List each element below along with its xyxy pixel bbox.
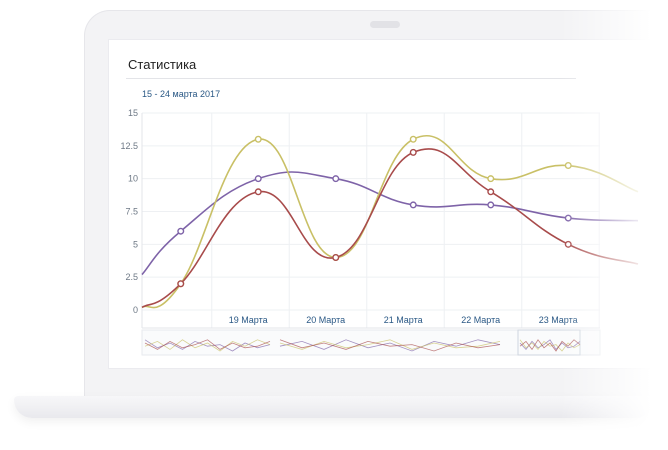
series-line — [141, 148, 639, 309]
date-range-link[interactable]: 15 - 24 марта 2017 — [142, 89, 221, 99]
preview-line — [279, 339, 501, 352]
data-point[interactable] — [487, 201, 495, 209]
data-point[interactable] — [332, 175, 340, 183]
range-preview[interactable] — [141, 329, 601, 356]
preview-line — [144, 339, 271, 352]
y-tick-label: 7.5 — [125, 207, 138, 217]
panel-divider — [126, 78, 576, 79]
preview-line — [144, 339, 271, 350]
data-point[interactable] — [254, 135, 262, 143]
data-point[interactable] — [177, 280, 185, 288]
data-point[interactable] — [564, 162, 572, 170]
data-point[interactable] — [564, 240, 572, 248]
series-line — [141, 134, 639, 309]
x-tick-label: 19 Марта — [229, 315, 268, 325]
data-point[interactable] — [254, 188, 262, 196]
x-tick-label: 21 Марта — [384, 315, 423, 325]
data-point[interactable] — [409, 135, 417, 143]
preview-line — [279, 339, 501, 352]
laptop-base — [14, 396, 654, 418]
x-tick-label: 23 Марта — [539, 315, 578, 325]
data-point[interactable] — [409, 201, 417, 209]
y-tick-label: 0 — [133, 305, 138, 315]
y-tick-label: 15 — [128, 108, 138, 118]
x-tick-label: 22 Марта — [461, 315, 500, 325]
data-point[interactable] — [487, 175, 495, 183]
y-tick-label: 10 — [128, 174, 138, 184]
preview-line — [144, 339, 271, 352]
series-line — [141, 171, 639, 276]
panel-title: Статистика — [128, 57, 197, 72]
data-point[interactable] — [487, 188, 495, 196]
x-tick-label: 20 Марта — [306, 315, 345, 325]
data-point[interactable] — [177, 227, 185, 235]
data-point[interactable] — [409, 148, 417, 156]
camera-icon — [370, 21, 400, 28]
data-point[interactable] — [564, 214, 572, 222]
data-point[interactable] — [332, 253, 340, 261]
y-tick-label: 2.5 — [125, 272, 138, 282]
y-tick-label: 5 — [133, 239, 138, 249]
preview-line — [279, 339, 501, 350]
y-tick-label: 12.5 — [120, 141, 138, 151]
data-point[interactable] — [254, 175, 262, 183]
